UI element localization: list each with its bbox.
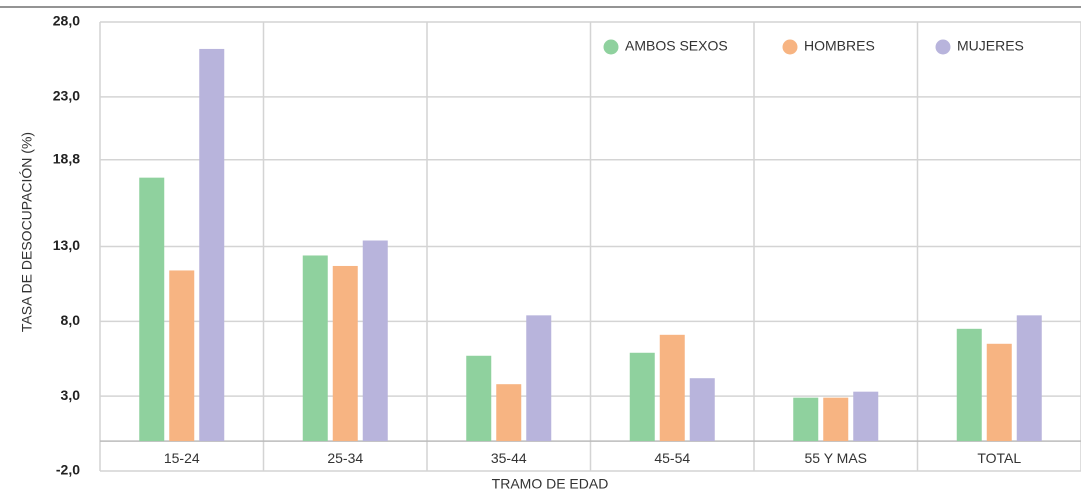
y-tick-label: 8,0 bbox=[61, 312, 81, 328]
y-tick-label: 18,8 bbox=[53, 150, 80, 166]
legend-label: MUJERES bbox=[957, 38, 1024, 54]
bar bbox=[1016, 315, 1042, 442]
y-tick-label: 23,0 bbox=[53, 88, 80, 104]
bar bbox=[659, 334, 685, 442]
y-tick-label: -2,0 bbox=[56, 462, 80, 478]
bar bbox=[332, 265, 358, 442]
legend-swatch bbox=[782, 39, 798, 55]
x-tick-label: 35-44 bbox=[491, 450, 527, 466]
y-tick-label: 3,0 bbox=[61, 387, 81, 403]
bar bbox=[629, 352, 655, 442]
x-tick-label: 45-54 bbox=[654, 450, 690, 466]
legend-swatch bbox=[603, 39, 619, 55]
bar bbox=[199, 48, 225, 442]
bar bbox=[362, 240, 388, 442]
x-tick-label: 25-34 bbox=[327, 450, 363, 466]
legend-swatch bbox=[935, 39, 951, 55]
bar bbox=[302, 255, 328, 442]
bar bbox=[689, 378, 715, 442]
bar bbox=[823, 397, 849, 442]
bar bbox=[466, 355, 492, 442]
x-tick-label: 15-24 bbox=[164, 450, 200, 466]
y-tick-label: 13,0 bbox=[53, 237, 80, 253]
bar bbox=[496, 384, 522, 442]
bar bbox=[956, 328, 982, 442]
bar bbox=[986, 343, 1012, 442]
y-axis-title: TASA DE DESOCUPACIÓN (%) bbox=[19, 132, 35, 332]
x-tick-label: 55 Y MAS bbox=[804, 450, 867, 466]
x-axis-title: TRAMO DE EDAD bbox=[492, 476, 609, 492]
bar bbox=[169, 270, 195, 442]
y-tick-label: 28,0 bbox=[53, 13, 80, 29]
legend-label: HOMBRES bbox=[804, 38, 875, 54]
x-tick-label: TOTAL bbox=[977, 450, 1021, 466]
bar bbox=[793, 397, 819, 442]
bar bbox=[526, 315, 552, 442]
legend-label: AMBOS SEXOS bbox=[625, 38, 728, 54]
bar bbox=[139, 177, 165, 442]
bar bbox=[853, 391, 879, 442]
